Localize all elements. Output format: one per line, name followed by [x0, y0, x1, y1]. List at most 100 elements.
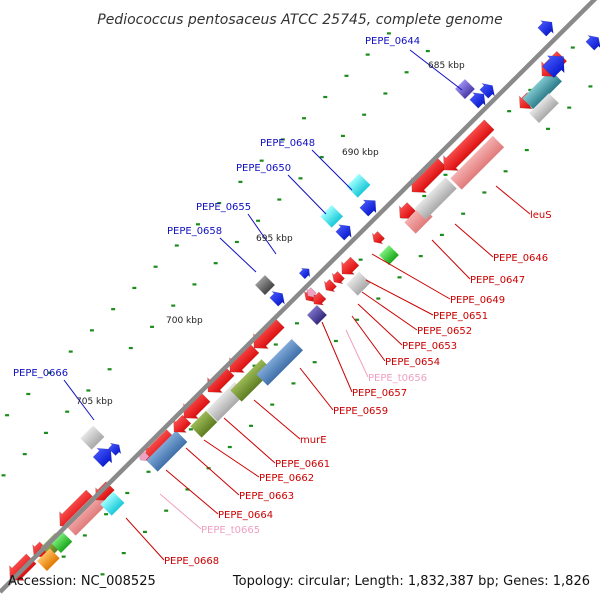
leader-line [409, 49, 463, 91]
forward-gene-arrow-2 [108, 442, 122, 456]
leader-line [223, 417, 276, 464]
leader-line [361, 291, 418, 331]
forward-label-PEPE_0666: PEPE_0666 [13, 368, 68, 379]
leader-line [351, 315, 386, 362]
forward-label-PEPE_0655: PEPE_0655 [196, 202, 251, 213]
reverse-gene-arrow-11 [173, 414, 192, 433]
reverse-label-PEPE_0668: PEPE_0668 [164, 556, 219, 567]
leader-line [159, 493, 202, 530]
leader-line [253, 399, 301, 440]
reverse-label-PEPE_0659: PEPE_0659 [333, 406, 388, 417]
reverse-label-PEPE_0662: PEPE_0662 [259, 473, 314, 484]
reverse-label-murE: murE [300, 435, 327, 446]
leader-line [431, 239, 471, 280]
reverse-gene-box-28 [379, 245, 399, 265]
reverse-gene-box-19 [256, 338, 304, 386]
forward-gene-arrow-5 [298, 267, 311, 280]
forward-gene-arrow-1 [92, 447, 113, 468]
forward-gene-box-6 [320, 205, 343, 228]
forward-label-PEPE_0644: PEPE_0644 [365, 36, 420, 47]
kbp-position-labels: 685 kbp 690 kbp 695 kbp 700 kbp 705 kbp [76, 61, 465, 407]
leader-line [299, 367, 334, 411]
forward-gene-arrow-12 [479, 82, 496, 99]
reverse-gene-box-21 [307, 305, 327, 325]
reverse-label-PEPE_0663: PEPE_0663 [239, 491, 294, 502]
forward-gene-arrow-9 [359, 199, 377, 217]
reverse-gene-box-37 [529, 93, 559, 123]
genome-summary-label: Topology: circular; Length: 1,832,387 bp… [232, 574, 590, 589]
reverse-label-PEPE_0664: PEPE_0664 [218, 510, 273, 521]
accession-label: Accession: NC_008525 [8, 574, 156, 589]
reverse-gene-arrow-33 [443, 119, 495, 171]
reverse-label-PEPE_0661: PEPE_0661 [275, 459, 330, 470]
reverse-gene-arrow-15 [207, 365, 235, 393]
reverse-gene-box-4 [51, 531, 73, 553]
kbp-label-kbp-695: 695 kbp [256, 234, 293, 244]
reverse-gene-arrow-29 [398, 202, 416, 220]
leader-line [365, 279, 434, 316]
leader-line [247, 213, 277, 255]
forward-gene-arrow-13 [541, 55, 565, 79]
reverse-label-PEPE_0651: PEPE_0651 [433, 311, 488, 322]
leader-line [185, 447, 240, 496]
forward-gene-arrow-11 [469, 92, 486, 109]
forward-gene-arrow-7 [335, 224, 352, 241]
leader-line [371, 253, 451, 300]
reverse-gene-box-34 [450, 135, 505, 190]
reverse-label-PEPE_t0665: PEPE_t0665 [201, 525, 260, 536]
leader-line [219, 237, 257, 273]
kbp-label-kbp-705: 705 kbp [76, 397, 113, 407]
trna-marker-1 [306, 287, 317, 298]
leader-line [125, 517, 165, 561]
forward-strand-labels: PEPE_0644 PEPE_0648 PEPE_0650 PEPE_0655 PEPE… [13, 36, 420, 379]
label-leader-lines [63, 49, 531, 561]
forward-gene-box-0 [80, 425, 105, 450]
reverse-gene-box-8 [100, 491, 125, 516]
leader-line [63, 379, 95, 421]
forward-gene-arrow-14 [537, 20, 554, 37]
forward-gene-box-8 [346, 173, 371, 198]
reverse-gene-box-13 [190, 410, 218, 438]
reverse-label-PEPE_0649: PEPE_0649 [450, 295, 505, 306]
reverse-gene-arrow-24 [331, 270, 346, 285]
reverse-gene-arrow-23 [323, 278, 338, 293]
forward-label-PEPE_0648: PEPE_0648 [260, 138, 315, 149]
forward-gene-arrow-15 [585, 34, 600, 51]
leader-line [454, 223, 494, 258]
reverse-label-PEPE_0654: PEPE_0654 [385, 357, 440, 368]
forward-gene-box-3 [255, 275, 275, 295]
forward-label-PEPE_0658: PEPE_0658 [167, 226, 222, 237]
leader-line [311, 149, 353, 191]
reverse-gene-box-6 [64, 491, 109, 536]
kbp-label-kbp-685: 685 kbp [428, 61, 465, 71]
gene-features [9, 20, 600, 581]
reverse-label-PEPE_0653: PEPE_0653 [402, 341, 457, 352]
leader-line [203, 439, 260, 478]
reverse-label-PEPE_0652: PEPE_0652 [417, 326, 472, 337]
forward-gene-box-10 [455, 79, 475, 99]
leader-line [165, 469, 219, 515]
reverse-gene-arrow-27 [371, 230, 386, 245]
leader-line [357, 303, 403, 346]
forward-label-PEPE_0650: PEPE_0650 [236, 163, 291, 174]
leader-line [321, 321, 353, 393]
reverse-label-PEPE_0647: PEPE_0647 [470, 275, 525, 286]
kbp-label-kbp-690: 690 kbp [342, 148, 379, 158]
reverse-gene-arrow-22 [312, 291, 327, 306]
reverse-gene-box-32 [414, 177, 457, 220]
reverse-label-PEPE_0657: PEPE_0657 [352, 388, 407, 399]
reverse-gene-box-10 [146, 430, 188, 472]
leader-line [345, 329, 369, 378]
map-title: Pediococcus pentosaceus ATCC 25745, comp… [97, 12, 502, 28]
reverse-gene-arrow-25 [341, 256, 360, 275]
reverse-label-PEPE_t0656: PEPE_t0656 [368, 373, 427, 384]
reverse-label-leuS: leuS [530, 210, 552, 221]
reverse-label-PEPE_0646: PEPE_0646 [493, 253, 548, 264]
reverse-gene-box-36 [522, 70, 562, 110]
leader-line [495, 185, 531, 215]
reverse-gene-arrow-7 [95, 481, 115, 501]
kbp-label-kbp-700: 700 kbp [166, 316, 203, 326]
